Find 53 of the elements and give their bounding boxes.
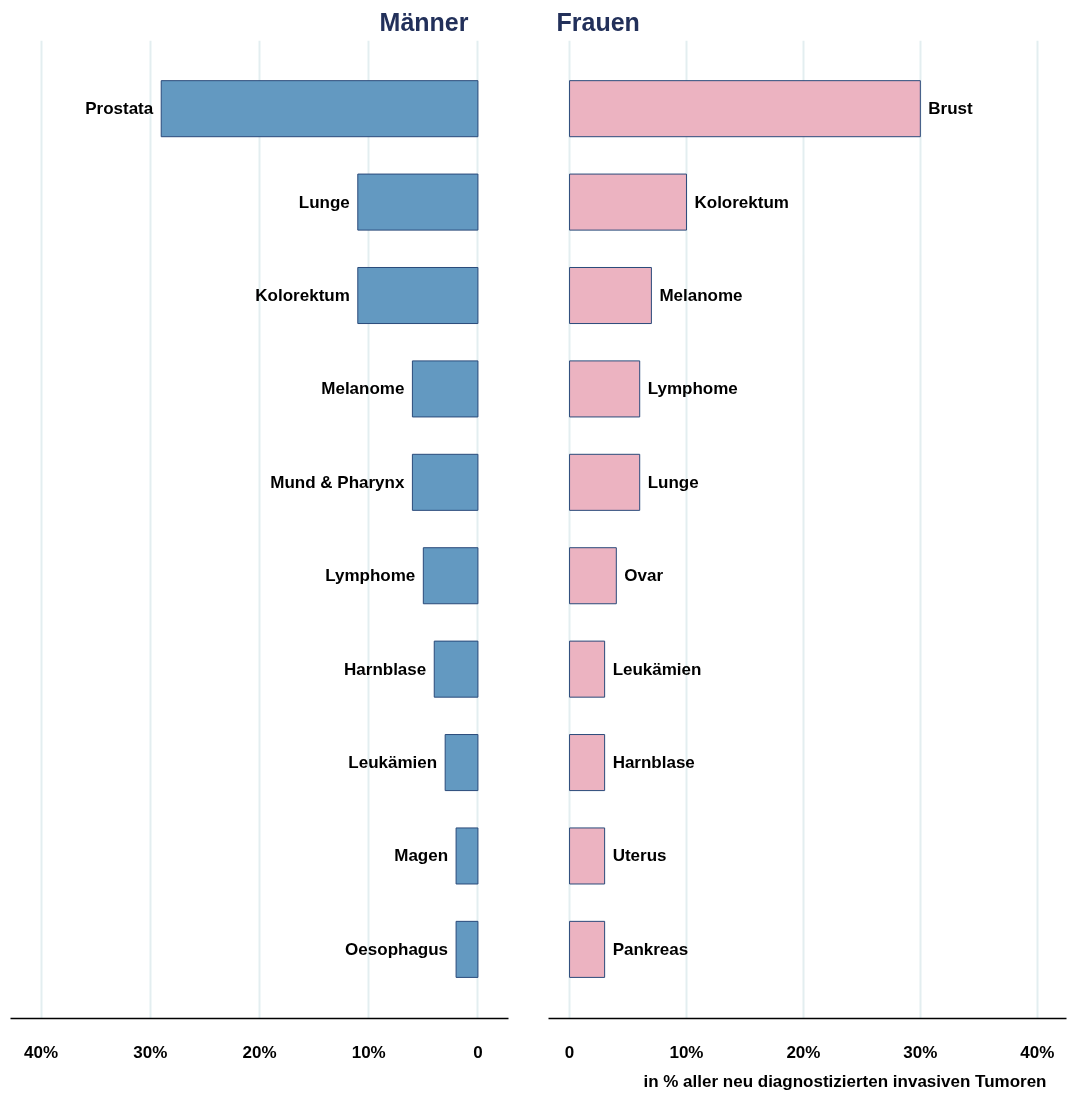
bar <box>569 734 606 792</box>
y-tick-label: Magen <box>394 846 449 866</box>
bar <box>357 266 479 325</box>
x-tick-label: 30% <box>903 1042 938 1062</box>
x-tick-label: 0 <box>473 1042 483 1062</box>
y-tick-label: Lymphome <box>647 379 738 399</box>
y-tick-label: Prostata <box>85 99 154 119</box>
chart-title: Frauen <box>556 7 640 36</box>
y-tick-label: Brust <box>928 99 974 119</box>
bar <box>569 827 606 885</box>
bar <box>569 360 641 418</box>
y-tick-label: Leukämien <box>612 659 702 679</box>
bar <box>569 547 617 605</box>
bar <box>569 80 921 138</box>
bar <box>411 360 479 418</box>
bar <box>411 453 479 511</box>
bar <box>357 173 479 231</box>
bar <box>160 80 479 138</box>
bar <box>455 827 479 885</box>
x-tick-label: 30% <box>133 1042 168 1062</box>
x-tick-label: 40% <box>24 1042 59 1062</box>
bar <box>422 547 479 605</box>
x-tick-label: 0 <box>564 1042 575 1062</box>
bar <box>455 920 479 978</box>
y-tick-label: Pankreas <box>612 939 689 959</box>
x-tick-label: 10% <box>351 1042 386 1062</box>
y-tick-label: Harnblase <box>612 753 695 773</box>
x-tick-label: 20% <box>242 1042 277 1062</box>
bar <box>444 734 479 792</box>
x-tick-label: 20% <box>786 1042 821 1062</box>
bar <box>569 266 652 325</box>
y-tick-label: Melanome <box>659 286 743 306</box>
y-tick-label: Lunge <box>647 472 699 492</box>
y-tick-label: Melanome <box>321 379 405 399</box>
y-tick-label: Ovar <box>624 566 664 586</box>
x-axis-title: in % aller neu diagnostizierten invasiven Tumoren <box>643 1071 1047 1091</box>
y-tick-label: Uterus <box>612 846 667 866</box>
y-tick-label: Lymphome <box>325 566 416 586</box>
y-tick-label: Harnblase <box>344 659 427 679</box>
y-tick-label: Kolorektum <box>694 192 789 212</box>
bar <box>569 173 687 231</box>
y-tick-label: Kolorektum <box>255 286 350 306</box>
y-tick-label: Mund & Pharynx <box>270 472 405 492</box>
bar <box>569 640 606 698</box>
x-tick-label: 40% <box>1020 1042 1055 1062</box>
bar <box>569 920 606 978</box>
x-tick-label: 10% <box>669 1042 704 1062</box>
bar <box>433 640 479 698</box>
y-tick-label: Leukämien <box>348 753 438 773</box>
y-tick-label: Oesophagus <box>345 939 449 959</box>
bar <box>569 453 641 511</box>
y-tick-label: Lunge <box>298 192 350 212</box>
chart-title: Männer <box>379 7 469 36</box>
